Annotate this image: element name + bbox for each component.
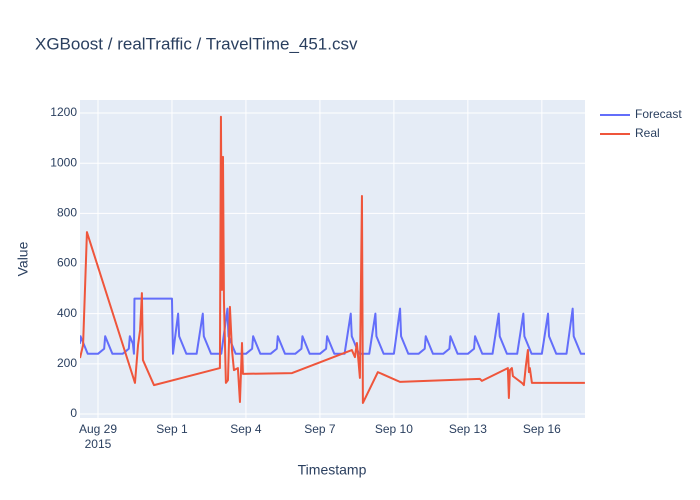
x-tick-label: Sep 4 — [230, 422, 262, 436]
legend-label: Forecast — [635, 107, 682, 121]
y-tick-label: 0 — [70, 406, 77, 420]
x-tick-label: Sep 10 — [375, 422, 413, 436]
x-tick-label: Sep 13 — [449, 422, 487, 436]
x-tick-label: Aug 29 2015 — [79, 422, 117, 451]
y-tick-label: 800 — [57, 206, 77, 220]
y-tick-label: 200 — [57, 356, 77, 370]
x-tick-label: Sep 16 — [523, 422, 561, 436]
y-tick-label: 400 — [57, 306, 77, 320]
y-tick-label: 1000 — [50, 155, 77, 169]
y-axis-title: Value — [15, 241, 31, 276]
series-line — [80, 115, 585, 404]
x-tick-label: Sep 1 — [156, 422, 188, 436]
x-axis-title: Timestamp — [298, 462, 367, 478]
legend-label: Real — [635, 126, 660, 140]
y-tick-label: 1200 — [50, 105, 77, 119]
plot-area — [80, 100, 585, 418]
chart-title: XGBoost / realTraffic / TravelTime_451.c… — [35, 34, 358, 53]
x-tick-label: Sep 7 — [304, 422, 336, 436]
y-tick-label: 600 — [57, 256, 77, 270]
